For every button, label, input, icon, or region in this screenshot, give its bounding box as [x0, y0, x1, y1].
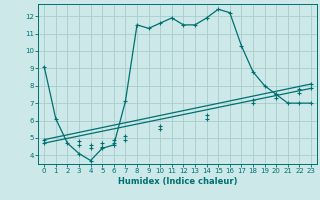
X-axis label: Humidex (Indice chaleur): Humidex (Indice chaleur): [118, 177, 237, 186]
